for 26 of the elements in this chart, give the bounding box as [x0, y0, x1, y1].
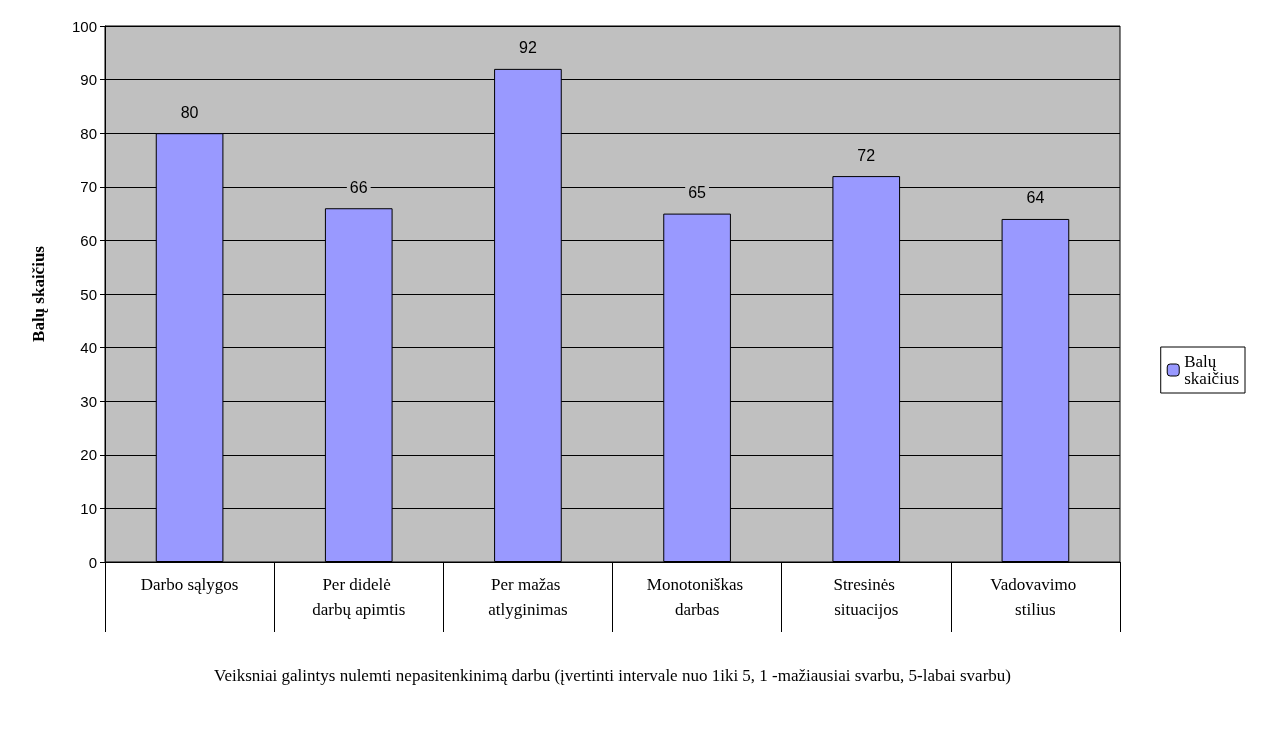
y-tick-label: 60 — [80, 231, 97, 249]
y-tick-label: 20 — [80, 446, 97, 464]
y-tick-label: 100 — [71, 17, 97, 35]
data-label: 64 — [1026, 189, 1045, 207]
x-tick-label: Vadovavimo stilius — [990, 575, 1081, 619]
x-tick-label: Stresinės situacijos — [833, 575, 900, 619]
data-label: 92 — [519, 39, 537, 57]
y-tick-label: 90 — [80, 71, 97, 89]
x-tick-label: Monotoniškas darbas — [646, 575, 748, 619]
y-tick-label: 50 — [80, 285, 97, 303]
y-tick-label: 30 — [80, 392, 97, 410]
data-label: 66 — [349, 178, 368, 196]
x-tick-label: Per mažas atlyginimas — [488, 575, 568, 619]
x-tick-label: Darbo sąlygos — [140, 575, 239, 594]
data-label: 72 — [857, 146, 876, 164]
x-tick-label: Per didelė darbų apimtis — [312, 575, 406, 619]
y-tick-label: 0 — [88, 553, 97, 571]
legend-label: Balų skaičius — [1184, 352, 1240, 388]
y-tick-label: 70 — [80, 178, 97, 196]
x-axis-title: Veiksniai galintys nulemti nepasitenkinimą darbu (įvertinti intervale nuo 1iki 5, 1 -mažiausiai svarbu, 5-labai svarbu) — [214, 665, 1011, 685]
y-tick-label: 80 — [80, 124, 97, 142]
data-label: 80 — [180, 103, 199, 121]
data-label: 65 — [688, 184, 707, 202]
y-axis-title: Balų skaičius — [29, 245, 48, 342]
y-tick-label: 10 — [80, 499, 97, 517]
y-tick-label: 40 — [80, 339, 97, 357]
